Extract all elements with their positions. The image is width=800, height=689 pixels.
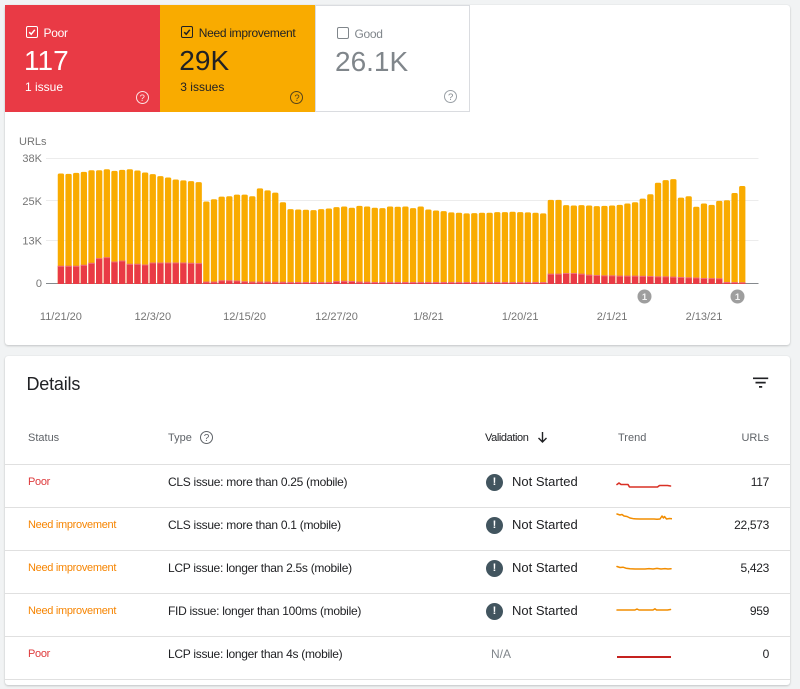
svg-text:2/13/21: 2/13/21	[686, 311, 723, 323]
svg-text:11/21/20: 11/21/20	[40, 311, 82, 323]
svg-text:13K: 13K	[22, 235, 42, 247]
svg-text:1/8/21: 1/8/21	[413, 311, 444, 323]
svg-text:25K: 25K	[22, 196, 42, 208]
svg-text:1: 1	[642, 292, 648, 303]
svg-text:38K: 38K	[22, 153, 42, 165]
svg-text:1: 1	[735, 292, 741, 303]
svg-text:12/15/20: 12/15/20	[223, 311, 266, 323]
svg-text:1/20/21: 1/20/21	[502, 311, 539, 323]
svg-text:0: 0	[36, 278, 42, 290]
svg-text:12/3/20: 12/3/20	[134, 311, 171, 323]
svg-text:URLs: URLs	[19, 136, 47, 148]
svg-text:12/27/20: 12/27/20	[315, 311, 358, 323]
svg-text:2/1/21: 2/1/21	[597, 311, 628, 323]
